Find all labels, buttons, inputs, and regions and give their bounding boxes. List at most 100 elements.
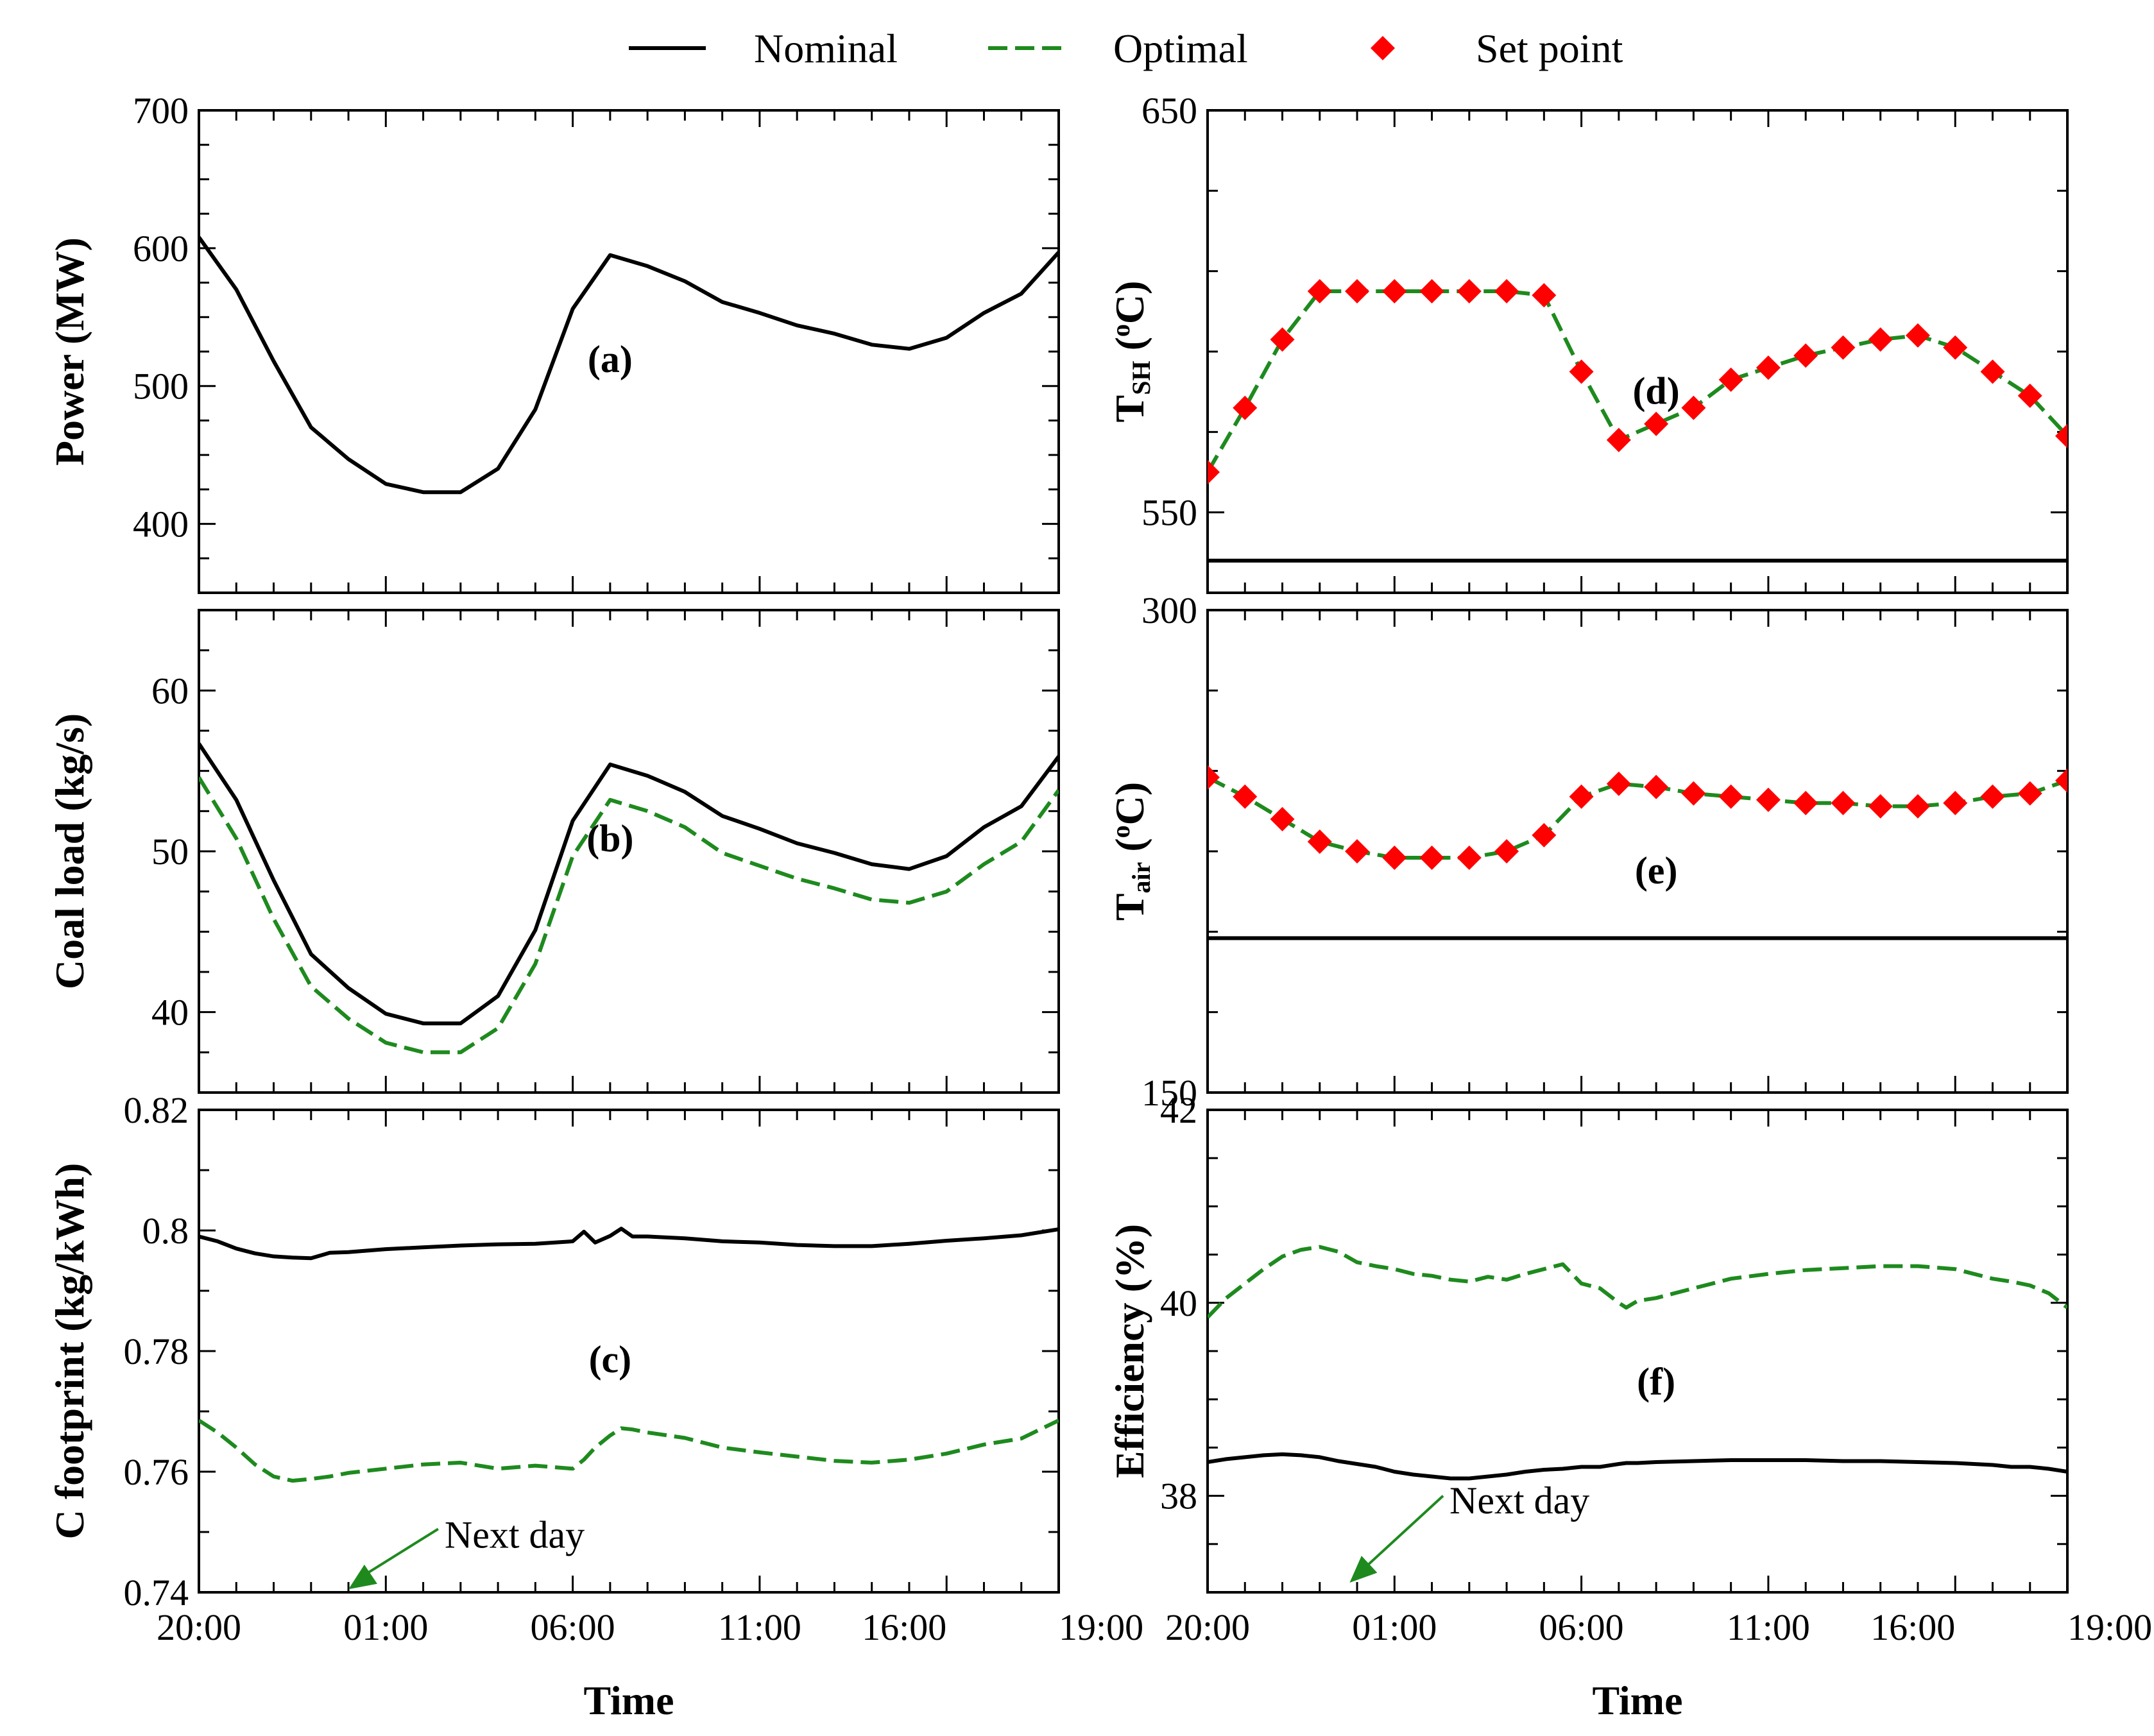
next-day-arrow-shaft (359, 1528, 439, 1579)
y-axis-label-paren: ( (1107, 838, 1152, 862)
series-group (1208, 765, 2067, 940)
y-axis-label-main: T (1107, 395, 1152, 423)
panel-frame (1206, 1109, 2069, 1594)
x-tick-label: 01:00 (343, 1606, 428, 1648)
nominal-line (199, 1227, 1059, 1261)
series-group (1208, 279, 2067, 563)
setpoint-marker (1270, 806, 1295, 831)
setpoint-marker (1345, 839, 1370, 864)
series-group (199, 742, 1059, 1055)
nominal-line (199, 742, 1059, 1026)
panel-b: 40 50 60 Coal load (kg/s) (b) (47, 609, 1060, 1094)
setpoint-marker (1532, 283, 1557, 308)
x-tick-label: 20:00 (1165, 1606, 1250, 1648)
x-tick-label: 16:00 (1870, 1606, 1955, 1648)
x-tick-label: 01:00 (1352, 1606, 1437, 1648)
y-tick-label: 0.78 (124, 1331, 189, 1372)
setpoint-marker (1307, 279, 1332, 303)
setpoint-marker (1208, 765, 1220, 790)
setpoint-marker (1718, 784, 1743, 809)
y-tick-label: 40 (1160, 1282, 1197, 1324)
setpoint-marker (1831, 335, 1856, 360)
y-tick-label: 0.82 (124, 1089, 189, 1131)
panel-label: (c) (589, 1338, 632, 1381)
setpoint-marker (1943, 790, 1968, 815)
y-tick-label: 700 (133, 90, 189, 132)
setpoint-marker (2055, 768, 2067, 793)
setpoint-marker (1756, 355, 1781, 380)
setpoint-marker (1980, 359, 2005, 384)
y-axis-label: Tair (oC) (1106, 782, 1156, 921)
legend: Nominal Optimal Set point (629, 26, 1623, 71)
x-tick-label: 06:00 (1539, 1606, 1624, 1648)
panel-label: (e) (1635, 849, 1678, 892)
setpoint-marker (1831, 790, 1856, 815)
setpoint-marker (1457, 279, 1482, 303)
y-axis-label: Coal load (kg/s) (47, 713, 92, 989)
setpoint-marker (1606, 427, 1631, 452)
setpoint-marker (1793, 790, 1818, 815)
optimal-line (1208, 776, 2067, 860)
setpoint-marker (1793, 343, 1818, 368)
optimal-line (1208, 1245, 2067, 1319)
setpoint-markers (1208, 279, 2067, 484)
y-tick-label: 0.74 (124, 1572, 189, 1613)
panel-label: (a) (588, 338, 633, 380)
y-tick-label: 42 (1160, 1089, 1197, 1131)
setpoint-marker (1494, 839, 1519, 864)
y-axis-label-superscript: o (1106, 324, 1135, 337)
y-axis-label: Power (MW) (47, 237, 92, 466)
optimal-line (199, 776, 1059, 1055)
setpoint-marker (1419, 846, 1444, 871)
next-day-arrow-shaft (1360, 1495, 1444, 1572)
series-group (199, 1227, 1059, 1483)
y-axis-label-unit: C) (1107, 281, 1152, 325)
y-axis-label: Efficiency (%) (1107, 1224, 1152, 1478)
y-tick-label: 600 (133, 228, 189, 269)
setpoint-marker (1943, 335, 1968, 360)
panel-label: (b) (586, 817, 633, 860)
setpoint-marker (1868, 794, 1893, 819)
y-tick-label: 50 (151, 831, 189, 872)
next-day-label: Next day (1449, 1479, 1589, 1522)
y-axis-label: TSH (oC) (1106, 281, 1156, 423)
y-tick-label: 300 (1141, 590, 1197, 631)
nominal-line (199, 235, 1059, 495)
next-day-arrow-head (1349, 1556, 1378, 1583)
setpoint-marker (1419, 279, 1444, 303)
legend-label: Optimal (1113, 26, 1248, 71)
y-tick-label: 38 (1160, 1476, 1197, 1517)
setpoint-marker (1606, 771, 1631, 796)
setpoint-marker (1905, 323, 1930, 348)
setpoint-marker (1382, 846, 1407, 871)
y-axis-label-subscript: SH (1127, 361, 1156, 395)
series-group (199, 235, 1059, 495)
x-tick-label: 11:00 (718, 1606, 801, 1648)
nominal-line (1208, 1452, 2067, 1481)
panel-d: 550 650 TSH (oC) (d) (1106, 90, 2069, 594)
y-axis-label-superscript: o (1106, 825, 1135, 838)
y-tick-label: 0.76 (124, 1451, 189, 1493)
legend-item-setpoint: Set point (1371, 26, 1623, 71)
legend-item-nominal: Nominal (629, 26, 898, 71)
y-tick-label: 60 (151, 670, 189, 711)
legend-label: Set point (1476, 26, 1623, 71)
panel-c: 0.74 0.76 0.78 0.8 0.82 C footprint (kg/kWh) 2… (47, 1089, 1143, 1723)
setpoint-marker (2055, 423, 2067, 448)
y-axis-label-subscript: air (1127, 862, 1156, 894)
setpoint-markers (1208, 765, 2067, 871)
setpoint-marker (1382, 279, 1407, 303)
y-tick-label: 500 (133, 366, 189, 407)
y-axis-label-main: T (1107, 894, 1152, 921)
legend-item-optimal: Optimal (988, 26, 1248, 71)
setpoint-marker (1233, 784, 1258, 809)
next-day-label: Next day (445, 1514, 585, 1556)
x-tick-label: 06:00 (531, 1606, 615, 1648)
series-group (1208, 1245, 2067, 1481)
setpoint-marker (1756, 787, 1781, 812)
setpoint-marker (1457, 846, 1482, 871)
setpoint-marker (1980, 784, 2005, 809)
y-axis-label-unit: C) (1107, 782, 1152, 826)
legend-swatch-diamond (1371, 36, 1395, 60)
